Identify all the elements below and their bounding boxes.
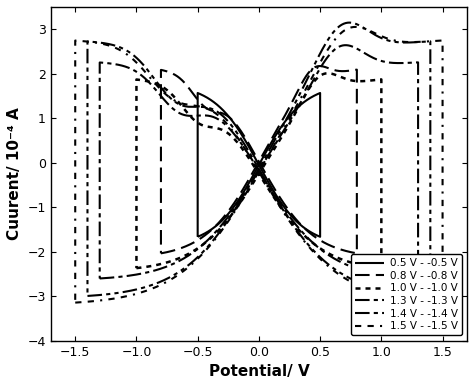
- 1.3 V - -1.3 V: [97, 276, 102, 281]
- 1.4 V - -1.4 V: [346, 20, 352, 25]
- 1.5 V - -1.5 V: [107, 44, 113, 48]
- 1.5 V - -1.5 V: [222, 224, 228, 229]
- 1.3 V - -1.3 V: [127, 66, 133, 71]
- 1.0 V - -1.0 V: [222, 129, 228, 134]
- 0.5 V - -0.5 V: [207, 97, 212, 102]
- 1.0 V - -1.0 V: [233, 207, 239, 211]
- 0.5 V - -0.5 V: [245, 183, 250, 188]
- Line: 0.8 V - -0.8 V: 0.8 V - -0.8 V: [161, 66, 357, 253]
- 1.3 V - -1.3 V: [97, 276, 102, 281]
- 0.5 V - -0.5 V: [195, 91, 201, 95]
- X-axis label: Potential/ V: Potential/ V: [209, 364, 309, 379]
- 0.8 V - -0.8 V: [238, 191, 244, 195]
- Line: 1.5 V - -1.5 V: 1.5 V - -1.5 V: [75, 27, 443, 303]
- 0.8 V - -0.8 V: [158, 251, 164, 256]
- 1.0 V - -1.0 V: [379, 266, 384, 271]
- 1.4 V - -1.4 V: [127, 289, 132, 293]
- 0.5 V - -0.5 V: [195, 234, 201, 239]
- 1.0 V - -1.0 V: [325, 71, 331, 76]
- 1.0 V - -1.0 V: [164, 260, 169, 265]
- 1.5 V - -1.5 V: [234, 134, 239, 138]
- 1.4 V - -1.4 V: [235, 131, 240, 135]
- 1.5 V - -1.5 V: [206, 107, 212, 112]
- 1.4 V - -1.4 V: [224, 220, 230, 224]
- 1.5 V - -1.5 V: [353, 25, 358, 29]
- 0.5 V - -0.5 V: [195, 234, 201, 239]
- 0.8 V - -0.8 V: [244, 138, 249, 142]
- Legend: 0.5 V - -0.5 V, 0.8 V - -0.8 V, 1.0 V - -1.0 V, 1.3 V - -1.3 V, 1.4 V - -1.4 V, : 0.5 V - -0.5 V, 0.8 V - -0.8 V, 1.0 V - …: [351, 254, 462, 335]
- 1.0 V - -1.0 V: [156, 83, 162, 87]
- 1.4 V - -1.4 V: [428, 294, 433, 298]
- 1.3 V - -1.3 V: [227, 213, 232, 218]
- Y-axis label: Cuurent/ 10⁻⁴ A: Cuurent/ 10⁻⁴ A: [7, 107, 22, 240]
- 1.4 V - -1.4 V: [162, 90, 168, 95]
- 1.4 V - -1.4 V: [116, 45, 122, 49]
- 0.8 V - -0.8 V: [158, 251, 164, 256]
- 1.5 V - -1.5 V: [73, 300, 78, 305]
- 1.3 V - -1.3 V: [213, 116, 219, 120]
- 1.3 V - -1.3 V: [170, 106, 175, 110]
- Line: 0.5 V - -0.5 V: 0.5 V - -0.5 V: [198, 93, 320, 237]
- 1.0 V - -1.0 V: [134, 266, 139, 271]
- 0.8 V - -0.8 V: [176, 75, 182, 80]
- 1.5 V - -1.5 V: [73, 300, 78, 305]
- 0.8 V - -0.8 V: [229, 117, 235, 122]
- 1.4 V - -1.4 V: [85, 294, 91, 298]
- 1.3 V - -1.3 V: [343, 43, 348, 47]
- 1.0 V - -1.0 V: [189, 115, 195, 120]
- Line: 1.3 V - -1.3 V: 1.3 V - -1.3 V: [100, 45, 418, 278]
- 1.4 V - -1.4 V: [85, 294, 91, 298]
- 0.8 V - -0.8 V: [317, 64, 322, 68]
- Line: 1.0 V - -1.0 V: 1.0 V - -1.0 V: [137, 73, 382, 268]
- 0.5 V - -0.5 V: [223, 111, 229, 115]
- 1.5 V - -1.5 V: [156, 86, 162, 90]
- 0.5 V - -0.5 V: [240, 134, 246, 138]
- 1.3 V - -1.3 V: [136, 272, 141, 276]
- 0.5 V - -0.5 V: [210, 226, 216, 231]
- 1.0 V - -1.0 V: [134, 266, 139, 271]
- 1.0 V - -1.0 V: [241, 148, 246, 152]
- Line: 1.4 V - -1.4 V: 1.4 V - -1.4 V: [88, 23, 430, 296]
- 0.5 V - -0.5 V: [249, 149, 255, 154]
- 0.8 V - -0.8 V: [182, 244, 188, 249]
- 1.4 V - -1.4 V: [209, 107, 215, 111]
- 1.5 V - -1.5 V: [117, 295, 123, 300]
- 0.8 V - -0.8 V: [354, 251, 360, 256]
- 0.8 V - -0.8 V: [202, 105, 208, 110]
- 1.3 V - -1.3 V: [237, 139, 242, 143]
